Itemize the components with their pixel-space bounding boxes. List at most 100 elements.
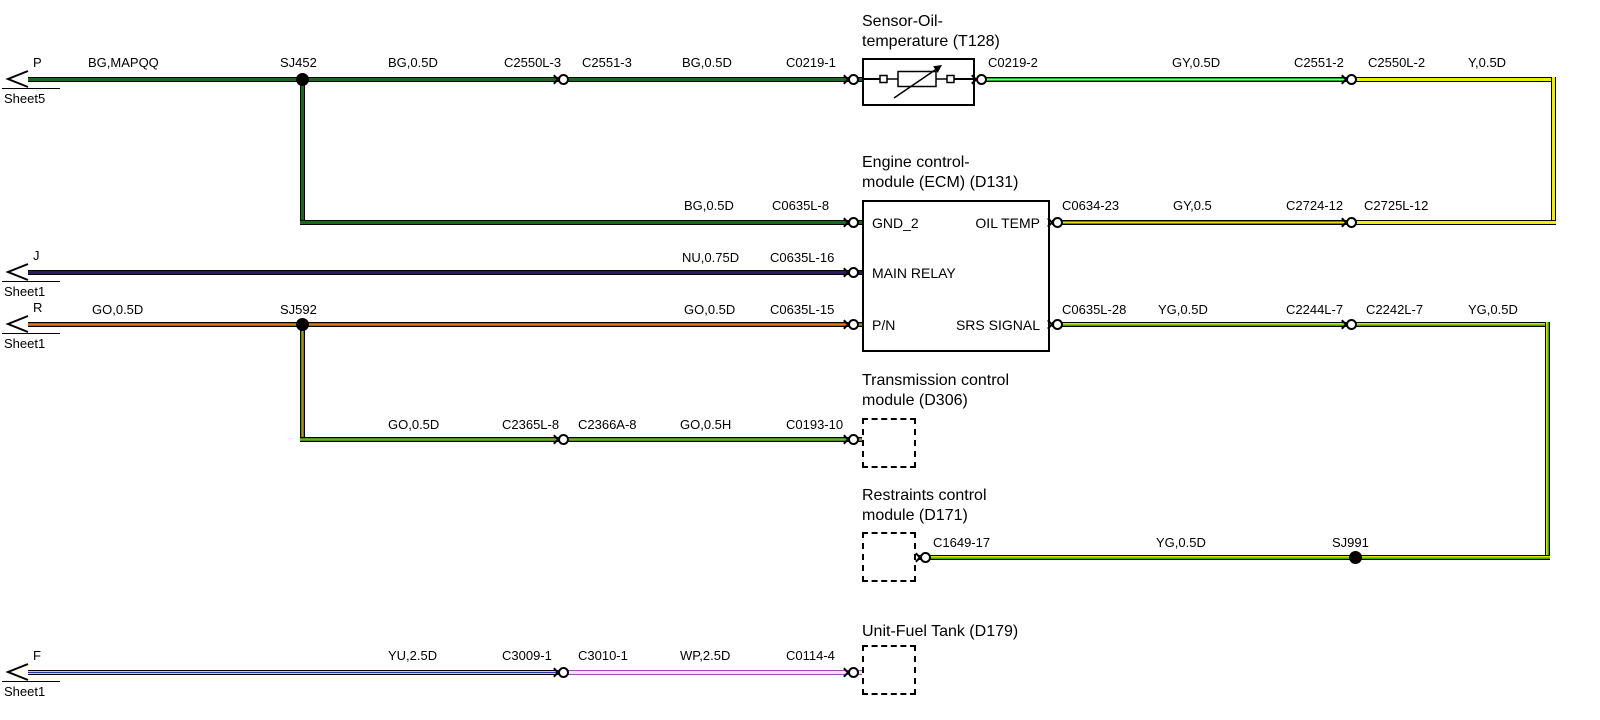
ecm-title-line2: module (ECM) (D131) — [862, 174, 1019, 191]
sheet-ref-letter-f: F — [33, 648, 41, 663]
wire-y-top — [1354, 77, 1556, 82]
sheet-ref-sheet-j: Sheet1 — [4, 284, 46, 299]
connector-c2724-12-c2725l-12 — [1346, 217, 1357, 228]
sheet-ref-sheet-r: Sheet1 — [4, 336, 46, 351]
sheet-ref-sheet-p: Sheet5 — [4, 91, 46, 106]
ecm-pin-srs-signal: SRS SIGNAL — [955, 317, 1040, 333]
wire-label-srs-yg-left: YG,0.5D — [1158, 302, 1208, 317]
ecm-box: GND_2 OIL TEMP MAIN RELAY P/N SRS SIGNAL — [862, 200, 1050, 352]
wire-bg-vertical-sj452 — [300, 77, 305, 225]
splice-sj452 — [296, 73, 309, 86]
ecm-title-line1: Engine control- — [862, 154, 970, 171]
wire-bg-ecm-gnd — [300, 220, 862, 225]
connector-label-c2242l-7: C2242L-7 — [1366, 302, 1424, 317]
wire-label-tcm-go-left: GO,0.5D — [388, 417, 440, 432]
wire-label-ecm-bg: BG,0.5D — [684, 198, 734, 213]
tcm-connector-box — [862, 418, 916, 468]
wire-label-bg-mapqq: BG,MAPQQ — [88, 55, 159, 70]
connector-c0219-2 — [976, 74, 987, 85]
rcm-title-line2: module (D171) — [862, 507, 968, 524]
wire-go-tcm-left — [300, 437, 562, 442]
wire-yu-fuel-left — [28, 670, 562, 675]
splice-label-sj452: SJ452 — [280, 55, 317, 70]
wire-yg-rcm — [918, 555, 1550, 560]
connector-label-c2550l-3: C2550L-3 — [504, 55, 562, 70]
wire-label-y-05d: Y,0.5D — [1468, 55, 1507, 70]
ecm-pin-main-relay: MAIN RELAY — [872, 265, 956, 281]
connector-label-c0193-10: C0193-10 — [786, 417, 844, 432]
wire-go-row-r — [28, 322, 862, 327]
connector-label-c2724-12: C2724-12 — [1286, 198, 1344, 213]
sheet-ref-letter-p: P — [33, 55, 42, 70]
rcm-title-line1: Restraints control — [862, 487, 987, 504]
fuel-tank-connector-box — [862, 645, 916, 695]
connector-label-c1649-17: C1649-17 — [933, 535, 991, 550]
sheet-ref-sheet-f: Sheet1 — [4, 684, 46, 699]
ecm-pin-oil-temp: OIL TEMP — [975, 215, 1040, 231]
tcm-title-line2: module (D306) — [862, 392, 968, 409]
connector-c2551-2-c2550l-2 — [1346, 74, 1357, 85]
sensor-title-line2: temperature (T128) — [862, 33, 1000, 50]
tcm-title-line1: Transmission control — [862, 372, 1010, 389]
sheet-ref-underline — [2, 281, 60, 282]
connector-c2365l-8-c2366a-8 — [558, 434, 569, 445]
splice-label-sj991: SJ991 — [1332, 535, 1369, 550]
sheet-arrow-icon — [5, 315, 29, 333]
wire-gy-sensor-out — [977, 77, 1351, 82]
connector-c3009-1-c3010-1 — [558, 667, 569, 678]
sheet-arrow-icon — [5, 263, 29, 281]
splice-sj991 — [1349, 551, 1362, 564]
sensor-title-line1: Sensor-Oil- — [862, 13, 943, 30]
wire-bg-row-p — [28, 77, 862, 82]
connector-c0219-1 — [848, 74, 859, 85]
connector-c0635l-16 — [848, 267, 859, 278]
connector-c0114-4 — [848, 667, 859, 678]
wire-yg-srs — [1052, 322, 1550, 327]
wire-label-p-bg-right: BG,0.5D — [682, 55, 732, 70]
connector-c0634-23 — [1052, 217, 1063, 228]
connector-label-c3009-1: C3009-1 — [502, 648, 552, 663]
sheet-ref-underline — [2, 333, 60, 334]
connector-label-c2551-3: C2551-3 — [582, 55, 632, 70]
connector-c0635l-15 — [848, 319, 859, 330]
sheet-ref-letter-j: J — [33, 248, 40, 263]
wire-label-r-go-right: GO,0.5D — [684, 302, 736, 317]
ecm-pin-gnd2: GND_2 — [872, 215, 919, 231]
connector-label-c0219-1: C0219-1 — [786, 55, 836, 70]
connector-label-c0635l-15: C0635L-15 — [770, 302, 835, 317]
connector-label-c2725l-12: C2725L-12 — [1364, 198, 1429, 213]
connector-label-c0635l-16: C0635L-16 — [770, 250, 835, 265]
connector-c2550l-3-c2551-3 — [558, 74, 569, 85]
sheet-ref-letter-r: R — [33, 300, 43, 315]
wire-y-ecm-row — [1356, 220, 1556, 225]
connector-label-c0114-4: C0114-4 — [786, 648, 835, 663]
connector-c2244l-7-c2242l-7 — [1346, 319, 1357, 330]
wire-label-gy-sensor-out: GY,0.5D — [1172, 55, 1221, 70]
wire-label-nu-075d: NU,0.75D — [682, 250, 740, 265]
connector-c0193-10 — [848, 434, 859, 445]
thermistor-symbol-icon — [864, 65, 973, 99]
sensor-oil-temp-box — [862, 58, 975, 106]
wire-gy-ecm-oiltemp — [1052, 220, 1352, 225]
fuel-tank-title: Unit-Fuel Tank (D179) — [862, 623, 1019, 640]
wire-nu-main-relay — [28, 270, 862, 275]
wire-label-p-bg-mid: BG,0.5D — [388, 55, 438, 70]
connector-label-c2244l-7: C2244L-7 — [1286, 302, 1344, 317]
connector-label-c2550l-2: C2550L-2 — [1368, 55, 1426, 70]
wire-y-vertical — [1551, 77, 1556, 225]
connector-label-c2365l-8: C2365L-8 — [502, 417, 560, 432]
splice-label-sj592: SJ592 — [280, 302, 317, 317]
ecm-pin-pn: P/N — [872, 317, 896, 333]
connector-label-c0635l-28: C0635L-28 — [1062, 302, 1127, 317]
rcm-connector-box — [862, 532, 916, 582]
connector-label-c2551-2: C2551-2 — [1294, 55, 1344, 70]
connector-label-c2366a-8: C2366A-8 — [578, 417, 637, 432]
wire-label-yu-25d: YU,2.5D — [388, 648, 438, 663]
connector-label-c0219-2: C0219-2 — [988, 55, 1038, 70]
wire-label-srs-yg-right: YG,0.5D — [1468, 302, 1518, 317]
wire-label-r-go-left: GO,0.5D — [92, 302, 144, 317]
wire-label-rcm-yg: YG,0.5D — [1156, 535, 1206, 550]
connector-label-c3010-1: C3010-1 — [578, 648, 628, 663]
connector-label-c0634-23: C0634-23 — [1062, 198, 1120, 213]
